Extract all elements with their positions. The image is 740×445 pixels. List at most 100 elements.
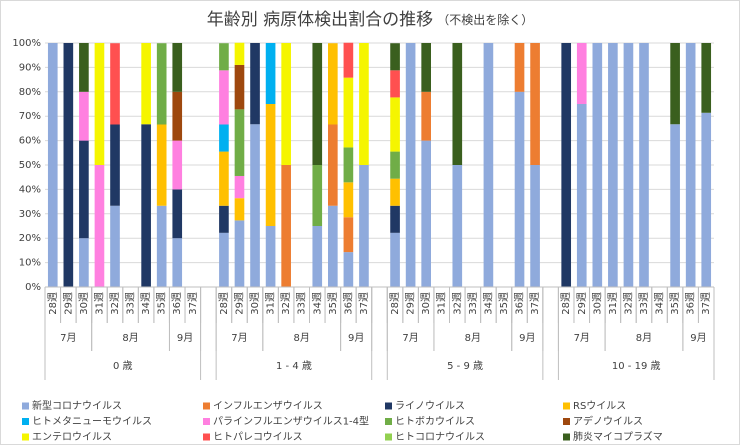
x-tick-label: 29週 bbox=[62, 292, 74, 315]
bar-segment bbox=[63, 43, 74, 287]
x-tick-label: 34週 bbox=[482, 292, 494, 315]
bar-segment bbox=[110, 124, 120, 206]
bar-segment bbox=[530, 43, 540, 165]
bar-segment bbox=[219, 205, 229, 233]
y-tick-label: 100% bbox=[12, 38, 41, 49]
month-label: 8月 bbox=[122, 332, 138, 344]
bar-segment bbox=[514, 91, 525, 287]
x-tick-label: 33週 bbox=[125, 292, 137, 315]
x-tick-label: 34週 bbox=[311, 292, 323, 315]
bar-segment bbox=[561, 43, 572, 287]
legend-label: ヒトコロナウイルス bbox=[395, 431, 485, 443]
age-label: 10 - 19 歳 bbox=[612, 360, 661, 372]
bar-segment bbox=[343, 77, 354, 148]
bar-segment bbox=[343, 217, 354, 253]
bar-segment bbox=[250, 43, 260, 125]
x-tick-label: 37週 bbox=[358, 292, 370, 315]
x-tick-label: 36週 bbox=[171, 292, 183, 315]
age-label: 5 - 9 歳 bbox=[447, 360, 483, 372]
x-tick-label: 28週 bbox=[560, 292, 572, 315]
age-label: 0 歳 bbox=[113, 360, 133, 372]
bar-segment bbox=[234, 42, 245, 65]
x-tick-label: 31週 bbox=[265, 292, 277, 315]
x-tick-label: 28週 bbox=[47, 292, 59, 315]
bar-segment bbox=[156, 124, 167, 206]
bar-segment bbox=[219, 151, 229, 206]
bar-segment bbox=[265, 226, 276, 287]
bar-segment bbox=[79, 140, 89, 239]
chart-subtitle: （不検出を除く） bbox=[437, 12, 533, 27]
bar-segment bbox=[281, 165, 291, 287]
x-tick-label: 29週 bbox=[576, 292, 588, 315]
x-tick-label: 30週 bbox=[420, 292, 432, 315]
bar-segment bbox=[219, 70, 229, 125]
bar-segment bbox=[390, 232, 400, 287]
month-label: 9月 bbox=[690, 332, 706, 344]
chart-title-group: 年齢別 病原体検出割合の推移 （不検出を除く） bbox=[207, 10, 533, 30]
x-tick-label: 37週 bbox=[529, 292, 541, 315]
bar-segment bbox=[514, 43, 525, 92]
legend-label: 肺炎マイコプラズマ bbox=[573, 430, 663, 443]
bar-segment bbox=[234, 198, 245, 221]
legend-label: ヒトパレコウイルス bbox=[213, 431, 303, 443]
x-tick-label: 36週 bbox=[685, 292, 697, 315]
x-tick-label: 35週 bbox=[327, 292, 339, 315]
bar-segment bbox=[576, 43, 587, 104]
bar-segment bbox=[328, 205, 338, 287]
month-label: 7月 bbox=[60, 332, 76, 344]
month-label: 7月 bbox=[231, 332, 247, 344]
chart-title: 年齢別 病原体検出割合の推移 bbox=[207, 10, 433, 30]
month-label: 8月 bbox=[294, 332, 310, 344]
bar-segment bbox=[79, 43, 89, 92]
bar-segment bbox=[670, 43, 680, 125]
legend-swatch bbox=[22, 433, 29, 441]
legend-swatch bbox=[385, 433, 392, 441]
bar-segment bbox=[172, 238, 183, 287]
bar-segment bbox=[234, 175, 245, 199]
x-tick-label: 34週 bbox=[654, 292, 666, 315]
bar-segment bbox=[110, 205, 120, 287]
legend-label: パラインフルエンザウイルス1-4型 bbox=[213, 415, 369, 428]
x-tick-label: 29週 bbox=[233, 292, 245, 315]
month-label: 8月 bbox=[636, 332, 652, 344]
bar-segment bbox=[79, 91, 89, 141]
x-tick-label: 37週 bbox=[700, 292, 712, 315]
bar-segment bbox=[390, 178, 400, 206]
bar-segment bbox=[592, 43, 603, 287]
legend-label: ライノウイルス bbox=[395, 400, 465, 412]
legend-swatch bbox=[22, 418, 29, 425]
legend-label: インフルエンザウイルス bbox=[213, 400, 323, 412]
month-label: 9月 bbox=[177, 332, 193, 344]
bar-segment bbox=[701, 43, 712, 113]
bar-segment bbox=[47, 43, 58, 287]
bar-segment bbox=[390, 97, 400, 152]
bar-segment bbox=[390, 70, 400, 98]
x-tick-label: 29週 bbox=[405, 292, 417, 315]
legend-label: 新型コロナウイルス bbox=[32, 399, 122, 412]
bar-segment bbox=[110, 43, 120, 125]
x-tick-label: 35週 bbox=[156, 292, 168, 315]
bar-segment bbox=[390, 151, 400, 179]
age-label: 1 - 4 歳 bbox=[276, 360, 312, 372]
bar-segment bbox=[312, 226, 323, 287]
bar-segment bbox=[343, 42, 354, 78]
y-tick-label: 30% bbox=[19, 209, 41, 220]
bar-segment bbox=[530, 165, 540, 287]
y-tick-label: 60% bbox=[19, 136, 41, 147]
bar-segment bbox=[483, 43, 494, 287]
month-label: 7月 bbox=[402, 332, 418, 344]
bar-segment bbox=[421, 91, 431, 141]
month-label: 9月 bbox=[519, 332, 535, 344]
x-tick-label: 35週 bbox=[669, 292, 681, 315]
bar-segment bbox=[172, 43, 183, 92]
x-tick-label: 28週 bbox=[389, 292, 401, 315]
month-label: 9月 bbox=[348, 332, 364, 344]
bar-segment bbox=[343, 252, 354, 287]
y-tick-label: 10% bbox=[19, 258, 41, 269]
x-tick-label: 35週 bbox=[498, 292, 510, 315]
bar-segment bbox=[141, 124, 151, 287]
bar-segment bbox=[685, 43, 696, 287]
x-tick-label: 34週 bbox=[140, 292, 152, 315]
month-label: 7月 bbox=[574, 332, 590, 344]
